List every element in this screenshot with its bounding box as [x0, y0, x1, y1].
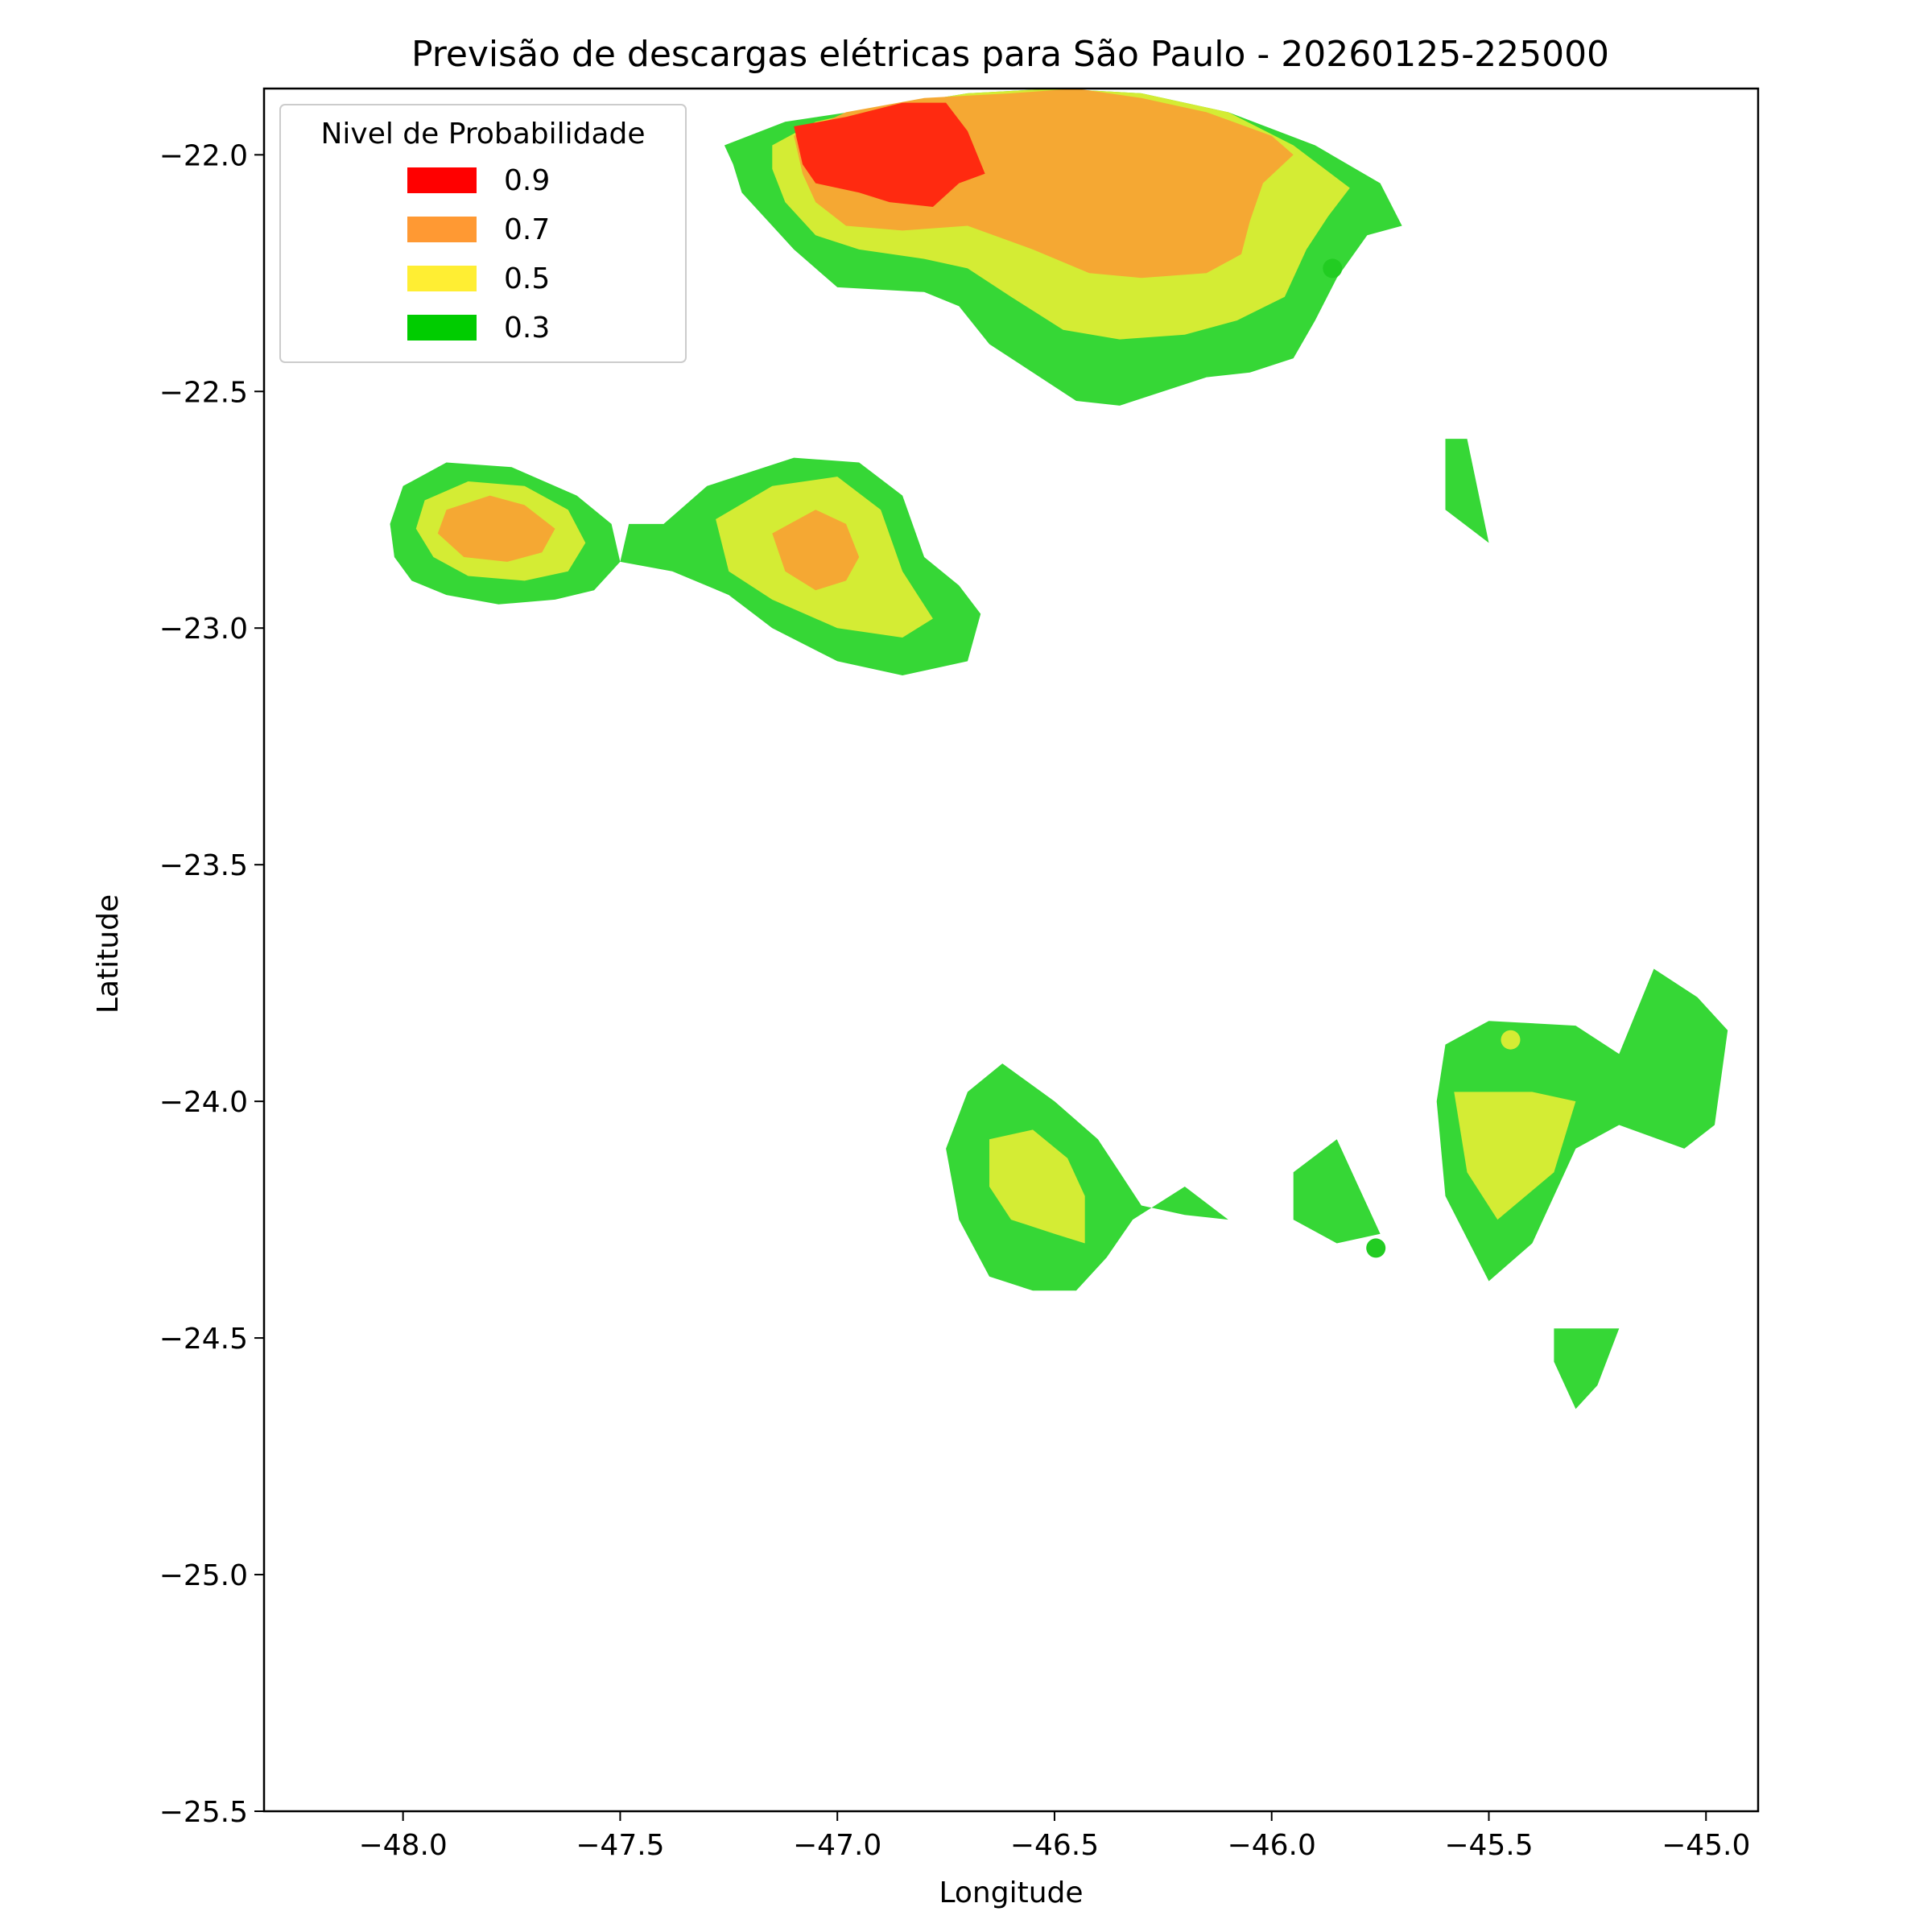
chart-title: Previsão de descargas elétricas para São… — [411, 34, 1609, 75]
storm-cell-coastal-cell-middle — [1293, 1139, 1381, 1244]
contour-level-0-7 — [437, 495, 555, 562]
y-axis-label: Latitude — [92, 894, 125, 1013]
storm-cell-southern-patch — [1554, 1328, 1620, 1410]
x-tick-label: −47.0 — [793, 1829, 881, 1862]
probability-marker — [1501, 1030, 1521, 1050]
contour-level-0-3 — [1445, 439, 1489, 543]
storm-cell-northern-cell — [724, 89, 1402, 406]
y-tick-label: −23.0 — [159, 613, 248, 646]
y-tick-label: −25.5 — [159, 1796, 248, 1829]
contour-level-0-5 — [989, 1129, 1085, 1244]
legend-box — [279, 104, 687, 363]
legend-label: 0.7 — [504, 213, 550, 246]
legend-label: 0.9 — [504, 164, 550, 197]
y-axis: −22.0 −22.5 −23.0 −23.5 −24.0 −24.5 −25.0 −25.5 — [159, 139, 264, 1829]
x-tick-label: −45.0 — [1662, 1829, 1750, 1862]
storm-cell-western-cell-left — [390, 462, 621, 605]
contour-level-0-3 — [1293, 1139, 1381, 1244]
x-tick-label: −46.0 — [1228, 1829, 1316, 1862]
y-tick-label: −24.5 — [159, 1323, 248, 1356]
legend-swatch — [407, 217, 477, 242]
legend-label: 0.3 — [504, 312, 550, 345]
contour-level-0-3 — [1554, 1328, 1620, 1410]
legend-title: Nivel de Probabilidade — [320, 118, 645, 151]
contour-level-0-5 — [1454, 1092, 1576, 1220]
x-tick-label: −45.5 — [1444, 1829, 1533, 1862]
y-tick-label: −24.0 — [159, 1086, 248, 1119]
contour-level-0-3 — [946, 1063, 1228, 1291]
legend-swatch — [407, 167, 477, 193]
storm-cell-coastal-cell-west — [946, 1063, 1228, 1291]
y-tick-label: −22.0 — [159, 139, 248, 172]
y-tick-label: −25.0 — [159, 1559, 248, 1592]
legend: Nivel de Probabilidade 0.9 0.7 0.5 0.3 — [279, 104, 687, 363]
x-tick-label: −47.5 — [576, 1829, 664, 1862]
x-tick-label: −46.5 — [1010, 1829, 1099, 1862]
contour-level-0-7 — [772, 510, 860, 591]
legend-swatch — [407, 266, 477, 291]
y-tick-label: −23.5 — [159, 849, 248, 882]
y-tick-label: −22.5 — [159, 376, 248, 409]
probability-marker — [1323, 258, 1343, 279]
plot-area — [390, 89, 1728, 1410]
x-tick-label: −48.0 — [358, 1829, 447, 1862]
x-axis-label: Longitude — [939, 1876, 1083, 1909]
x-axis: −48.0 −47.5 −47.0 −46.5 −46.0 −45.5 −45.0 — [358, 1811, 1750, 1862]
probability-marker — [1366, 1238, 1386, 1258]
plot-frame — [262, 87, 1760, 1813]
storm-cell-western-cell-right — [620, 457, 981, 675]
legend-label: 0.5 — [504, 262, 550, 295]
storm-cell-isolated-sliver — [1445, 439, 1489, 543]
contour-level-0-9 — [794, 102, 985, 207]
legend-swatch — [407, 315, 477, 341]
